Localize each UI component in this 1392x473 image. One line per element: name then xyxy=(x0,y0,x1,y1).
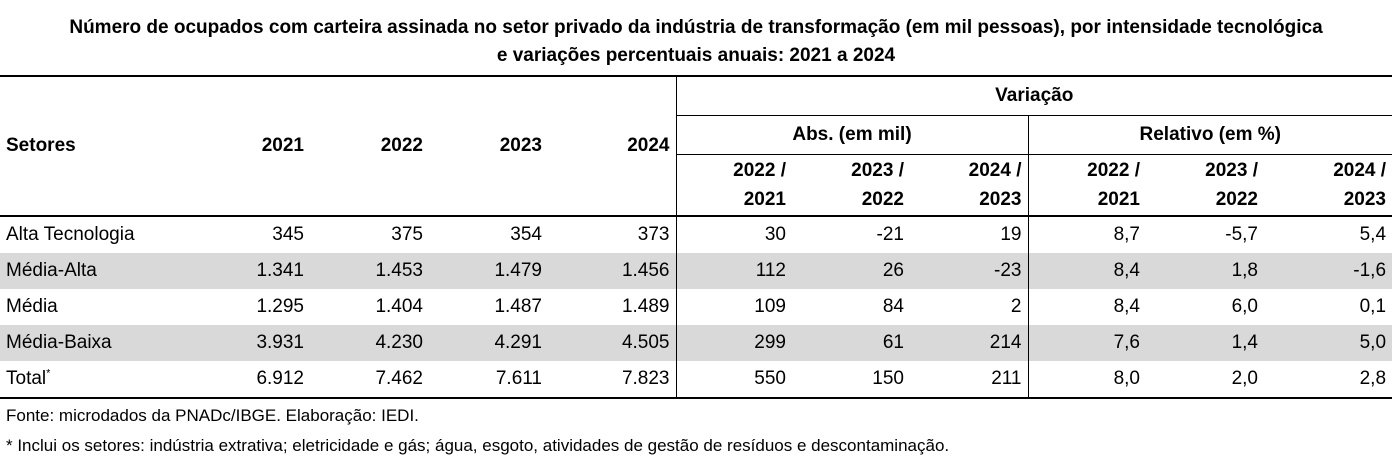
table-cell: 4.291 xyxy=(429,325,548,361)
table-cell: 7.823 xyxy=(621,368,670,389)
table-cell: 299 xyxy=(675,325,792,361)
header-year-2023: 2023 xyxy=(429,76,548,217)
table-cell: 375 xyxy=(391,224,423,245)
table-cell: 6.912 xyxy=(256,368,304,389)
source-note: Fonte: microdados da PNADc/IBGE. Elabora… xyxy=(6,406,419,425)
row-label: Alta Tecnologia xyxy=(6,224,135,245)
row-label: Total* xyxy=(6,367,51,389)
table-cell: 2 xyxy=(1010,296,1022,317)
row-label: Média xyxy=(6,296,58,317)
header-year-2021: 2021 xyxy=(192,76,310,217)
header-period-abs-1: 2022 /2021 xyxy=(675,154,792,216)
data-table: Setores 2021 2022 2023 2024 Variação Abs… xyxy=(0,75,1392,399)
table-row: Total* 6.912 7.462 7.611 7.823 550 150 211 8,0 2,… xyxy=(0,361,1392,398)
table-cell: 1.404 xyxy=(375,296,423,317)
header-period-abs-2: 2023 /2022 xyxy=(851,160,904,210)
table-cell: 7.462 xyxy=(375,368,423,389)
table-cell: 8,4 xyxy=(1027,289,1146,325)
table-cell: 1.456 xyxy=(548,253,676,289)
header-setores: Setores xyxy=(0,76,192,217)
table-row: Média-Alta 1.341 1.453 1.479 1.456 112 26 -23 8,… xyxy=(0,253,1392,289)
table-cell: 211 xyxy=(991,368,1022,389)
table-cell: 214 xyxy=(910,325,1028,361)
table-cell: 4.230 xyxy=(310,325,429,361)
table-cell: 550 xyxy=(675,361,792,398)
table-cell: 8,7 xyxy=(1027,216,1146,253)
table-cell: 112 xyxy=(675,253,792,289)
table-row: Média-Baixa 3.931 4.230 4.291 4.505 299 61 214 7… xyxy=(0,325,1392,361)
table-cell: 19 xyxy=(1000,224,1022,245)
table-cell: 5,4 xyxy=(1359,224,1387,245)
table-cell: 8,0 xyxy=(1027,361,1146,398)
table-cell: -23 xyxy=(910,253,1028,289)
table-cell: 61 xyxy=(792,325,910,361)
table-cell: 8,4 xyxy=(1027,253,1146,289)
table-cell: 1.489 xyxy=(621,296,670,317)
table-body: Alta Tecnologia 345 375 354 373 30 -21 19 8,7 -5,… xyxy=(0,216,1392,398)
header-period-rel-1: 2022 /2021 xyxy=(1027,154,1146,216)
table-cell: 1,8 xyxy=(1146,253,1264,289)
row-label: Média-Baixa xyxy=(0,325,192,361)
table-row: Alta Tecnologia 345 375 354 373 30 -21 19 8,7 -5,… xyxy=(0,216,1392,253)
table-cell: 6,0 xyxy=(1231,296,1258,317)
table-cell: 7.611 xyxy=(495,368,542,389)
table-cell: 2,8 xyxy=(1359,368,1387,389)
table-cell: 26 xyxy=(792,253,910,289)
table-cell: 3.931 xyxy=(192,325,310,361)
footnote-marker: * xyxy=(46,367,51,380)
header-period-abs-3: 2024 /2023 xyxy=(968,160,1022,210)
table-cell: 30 xyxy=(675,216,792,253)
table-row: Média 1.295 1.404 1.487 1.489 109 84 2 8,4 6,0 0,1 xyxy=(0,289,1392,325)
table-cell: 1.341 xyxy=(192,253,310,289)
table-cell: 0,1 xyxy=(1359,296,1387,317)
header-relativo: Relativo (em %) xyxy=(1027,115,1392,155)
table-cell: 84 xyxy=(882,296,904,317)
table-cell: 354 xyxy=(510,224,542,245)
table-cell: 109 xyxy=(675,289,792,325)
table-cell: 373 xyxy=(637,224,670,245)
header-period-rel-3: 2024 /2023 xyxy=(1333,160,1387,210)
table-cell: -1,6 xyxy=(1264,253,1392,289)
table-cell: -5,7 xyxy=(1225,224,1258,245)
table-cell: 2,0 xyxy=(1231,368,1258,389)
table-cell: 1.487 xyxy=(494,296,542,317)
table-cell: 1.479 xyxy=(429,253,548,289)
table-title: Número de ocupados com carteira assinada… xyxy=(0,0,1392,66)
table-cell: 1.295 xyxy=(256,296,304,317)
table-cell: -21 xyxy=(876,224,904,245)
table-cell: 5,0 xyxy=(1264,325,1392,361)
footnote: * Inclui os setores: indústria extrativa… xyxy=(6,436,950,455)
notes: Fonte: microdados da PNADc/IBGE. Elabora… xyxy=(0,401,1392,461)
header-abs: Abs. (em mil) xyxy=(675,115,1028,155)
table-cell: 7,6 xyxy=(1027,325,1146,361)
title-line-2: e variações percentuais anuais: 2021 a 2… xyxy=(496,45,896,66)
table-cell: 1.453 xyxy=(310,253,429,289)
header-variacao: Variação xyxy=(675,76,1392,116)
table-cell: 1,4 xyxy=(1146,325,1264,361)
header-period-rel-2: 2023 /2022 xyxy=(1205,160,1258,210)
header-year-2022: 2022 xyxy=(310,76,429,217)
table-cell: 345 xyxy=(272,224,304,245)
table-cell: 4.505 xyxy=(548,325,676,361)
row-label: Média-Alta xyxy=(0,253,192,289)
header-year-2024: 2024 xyxy=(548,76,676,217)
title-line-1: Número de ocupados com carteira assinada… xyxy=(69,17,1323,38)
table-cell: 150 xyxy=(872,368,904,389)
